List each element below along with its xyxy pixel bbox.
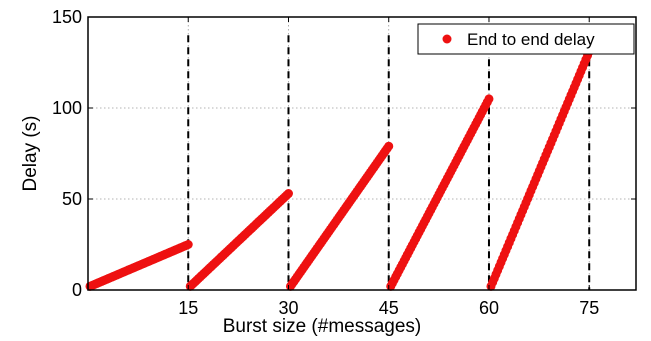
x-tick-label: 15 [178,298,198,318]
legend: End to end delay [417,23,635,55]
data-point [484,94,494,104]
legend-label: End to end delay [467,30,595,49]
legend-marker [442,34,452,44]
plot-frame [87,16,637,291]
data-points [85,47,594,291]
x-tick-label: 75 [579,298,599,318]
x-axis-label: Burst size (#messages) [223,316,422,337]
y-tick-label: 100 [52,98,82,118]
y-tick-label: 150 [52,7,82,27]
x-tick-label: 45 [379,298,399,318]
y-axis-label: Delay (s) [20,115,41,191]
burst-boundary-lines [187,35,591,290]
data-point [183,240,193,249]
x-tick-label: 60 [479,298,499,318]
legend-box [417,23,635,55]
data-point [384,141,394,151]
axis-ticks: 15 30 45 60 75 0 50 100 150 [52,7,636,318]
x-tick-label: 30 [278,298,298,318]
data-point [283,189,293,199]
y-tick-label: 0 [72,280,82,300]
y-tick-label: 50 [62,189,82,209]
